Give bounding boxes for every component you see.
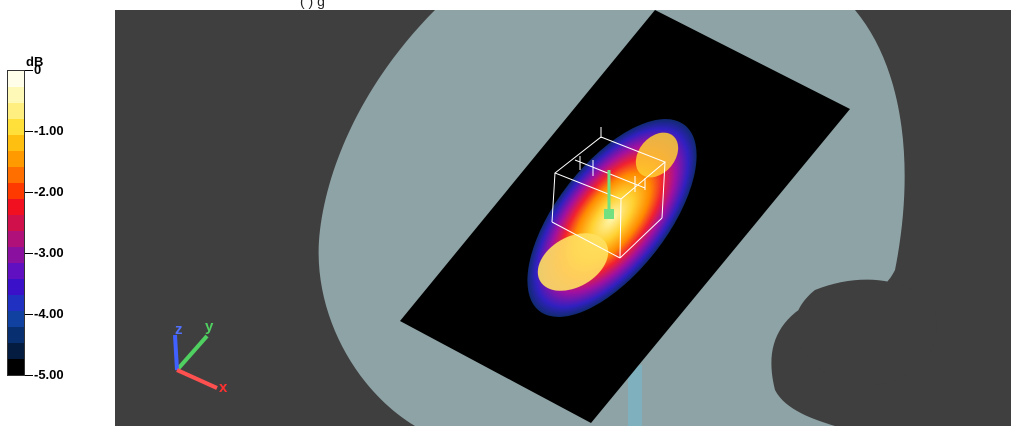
legend-swatch: [8, 87, 24, 103]
legend-swatch: [8, 295, 24, 311]
legend-swatch: [8, 343, 24, 359]
head-notch: [795, 279, 937, 386]
legend-tick: [25, 192, 33, 193]
legend-tick: [25, 314, 33, 315]
antenna-wireframe: [551, 127, 666, 259]
legend-label-0: 0: [34, 62, 42, 77]
legend-swatch: [8, 247, 24, 263]
axis-triad: y z x: [173, 318, 228, 396]
legend-swatch: [8, 167, 24, 183]
axis-label-x: x: [219, 379, 228, 396]
legend-swatch: [8, 215, 24, 231]
3d-viewport[interactable]: y z x: [115, 10, 1011, 426]
legend-label-5: -5.00: [34, 367, 64, 382]
hotspot-upper: [635, 132, 679, 178]
legend-label-2: -2.00: [34, 184, 64, 199]
legend-swatch: [8, 183, 24, 199]
legend-swatch: [8, 199, 24, 215]
legend-label-4: -4.00: [34, 306, 64, 321]
legend-swatch: [8, 327, 24, 343]
legend-tick: [25, 70, 33, 71]
legend-tick: [25, 253, 33, 254]
legend-swatch: [8, 279, 24, 295]
legend-tick: [25, 131, 33, 132]
legend-swatch: [8, 311, 24, 327]
hotspot-lower: [537, 233, 609, 291]
legend-swatch: [8, 263, 24, 279]
legend-unit: dB: [26, 54, 44, 69]
legend-swatch: [8, 151, 24, 167]
legend-label-1: -1.00: [34, 123, 64, 138]
scene-canvas[interactable]: y z x: [115, 10, 1011, 426]
legend-label-3: -3.00: [34, 245, 64, 260]
legend-swatch: [8, 71, 24, 87]
header-text: ( ) g: [300, 0, 325, 9]
stand-post: [628, 365, 642, 426]
legend-swatch: [8, 359, 24, 375]
legend-swatch: [8, 119, 24, 135]
axis-label-z: z: [175, 321, 183, 338]
legend-colorbar: [7, 70, 25, 376]
legend-tick: [25, 375, 33, 376]
legend-swatch: [8, 135, 24, 151]
color-legend: dB 0 -1.00 -2.00 -3.00 -4.00 -5.00: [0, 40, 115, 385]
axis-label-y: y: [205, 318, 214, 335]
feed-port: [604, 209, 614, 219]
legend-swatch: [8, 231, 24, 247]
legend-swatch: [8, 103, 24, 119]
